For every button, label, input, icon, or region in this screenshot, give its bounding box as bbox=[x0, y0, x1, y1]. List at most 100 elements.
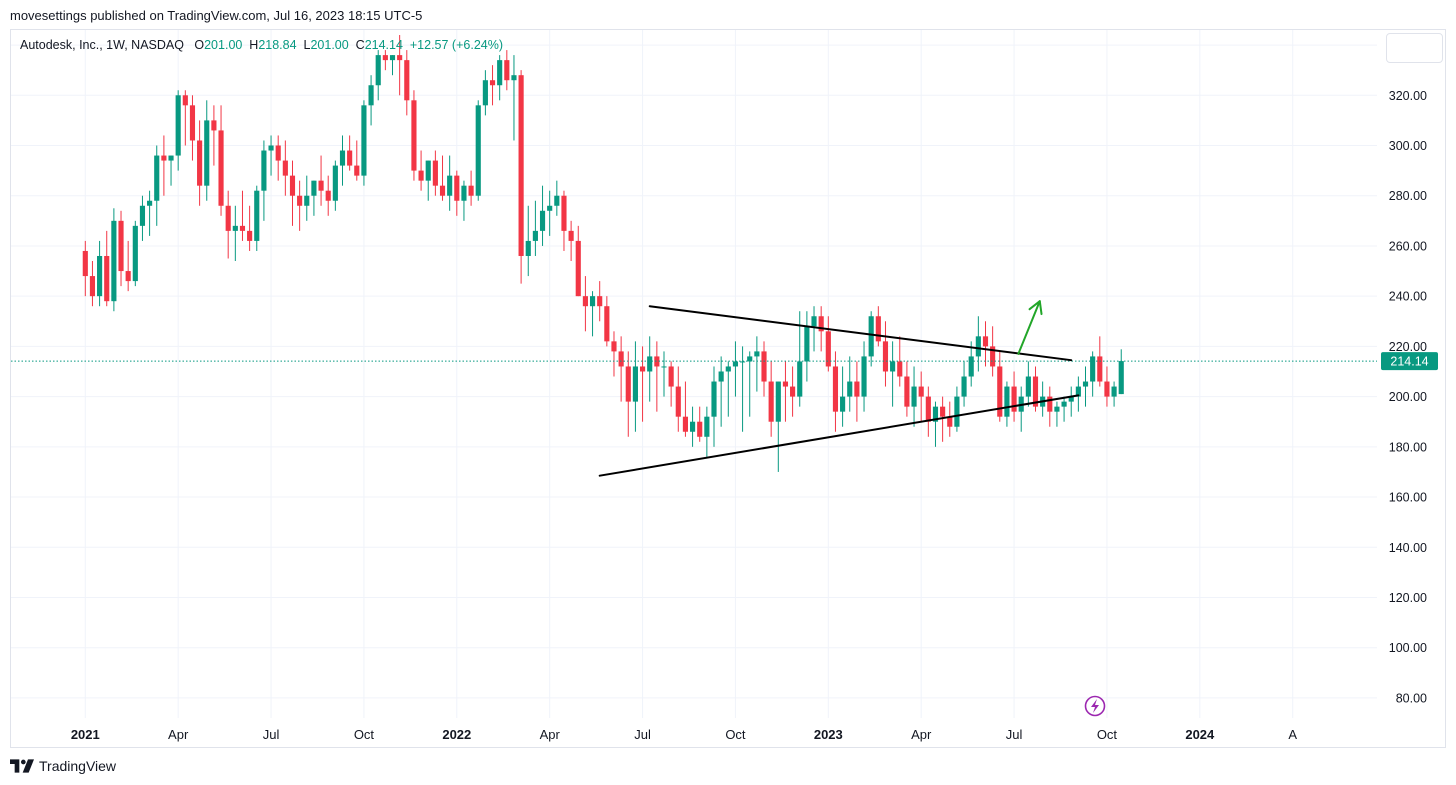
candle bbox=[918, 371, 924, 422]
candle bbox=[532, 200, 538, 256]
candle bbox=[289, 160, 296, 226]
candle bbox=[654, 341, 660, 412]
x-axis-tick-label: 2021 bbox=[71, 727, 100, 742]
candle bbox=[1040, 381, 1046, 417]
candle-body bbox=[997, 366, 1003, 417]
candle-body bbox=[682, 416, 688, 432]
candle-body bbox=[704, 416, 710, 437]
candle bbox=[397, 35, 403, 96]
candle-body bbox=[297, 195, 303, 206]
candle-body bbox=[247, 230, 253, 241]
candle bbox=[840, 366, 846, 427]
candle-body bbox=[275, 145, 281, 161]
candle bbox=[568, 220, 574, 262]
candle bbox=[332, 160, 338, 211]
candle-body bbox=[89, 276, 96, 297]
candle-body bbox=[397, 55, 403, 61]
candle bbox=[1104, 366, 1110, 407]
candle-body bbox=[1061, 401, 1067, 407]
trendline-upper-resistance bbox=[648, 305, 1073, 362]
candle-body bbox=[439, 185, 446, 196]
candle bbox=[447, 155, 453, 211]
candle bbox=[975, 316, 981, 372]
candle bbox=[832, 351, 839, 432]
candle-body bbox=[404, 60, 410, 101]
tradingview-footer[interactable]: TradingView bbox=[10, 758, 116, 774]
candle bbox=[825, 316, 831, 372]
candle bbox=[1090, 351, 1096, 397]
y-axis-tick-label: 140.00 bbox=[1389, 541, 1427, 555]
candle bbox=[890, 341, 896, 407]
candle bbox=[454, 170, 460, 216]
y-axis-tick-label: 240.00 bbox=[1389, 290, 1427, 304]
candle-body bbox=[925, 396, 931, 422]
legend-close-value: 214.14 bbox=[364, 38, 403, 52]
candle-body bbox=[561, 195, 567, 231]
candle bbox=[861, 341, 867, 412]
x-axis-tick-label: Jul bbox=[263, 727, 280, 742]
candle bbox=[747, 351, 753, 417]
candle-body bbox=[182, 95, 188, 106]
candle bbox=[932, 401, 939, 447]
candle-body bbox=[539, 210, 546, 231]
candle bbox=[632, 341, 638, 432]
candle bbox=[425, 160, 431, 201]
lightning-event-icon[interactable] bbox=[1084, 695, 1106, 717]
ohlc-legend: Autodesk, Inc., 1W, NASDAQ O201.00 H218.… bbox=[20, 38, 503, 52]
candle-body bbox=[847, 381, 853, 397]
candle bbox=[439, 155, 446, 201]
candle bbox=[275, 135, 281, 181]
candle-body bbox=[968, 356, 974, 377]
candle bbox=[1004, 381, 1010, 427]
candle-body bbox=[118, 220, 124, 272]
candle-body bbox=[1097, 356, 1103, 382]
legend-open-label: O bbox=[194, 38, 205, 52]
candle bbox=[268, 135, 274, 176]
candle bbox=[940, 396, 946, 442]
candle bbox=[525, 205, 531, 277]
candle-body bbox=[375, 55, 381, 86]
lightning-icon-bolt bbox=[1091, 699, 1099, 713]
candle-body bbox=[282, 160, 288, 176]
y-axis-tick-label: 320.00 bbox=[1389, 89, 1427, 103]
candle-body bbox=[661, 366, 667, 368]
candle-body bbox=[504, 60, 510, 81]
x-axis-tick-label: Oct bbox=[354, 727, 375, 742]
chart-settings-box[interactable] bbox=[1386, 33, 1443, 63]
candle-body bbox=[497, 60, 503, 86]
candle bbox=[411, 90, 417, 181]
candle-body bbox=[804, 326, 810, 362]
candle bbox=[711, 366, 717, 447]
candle-body bbox=[368, 85, 374, 106]
candle bbox=[868, 311, 874, 367]
candle-body bbox=[604, 306, 610, 342]
candle-body bbox=[875, 316, 881, 342]
legend-high-value: 218.84 bbox=[258, 38, 297, 52]
candle-body bbox=[947, 416, 953, 427]
candle bbox=[339, 135, 346, 186]
candle-body bbox=[432, 160, 438, 186]
candle-body bbox=[597, 296, 603, 307]
candle-body bbox=[961, 376, 967, 397]
candle-body bbox=[139, 205, 146, 226]
candle bbox=[475, 100, 481, 201]
candle-body bbox=[832, 366, 839, 412]
x-axis-tick-label: A bbox=[1288, 727, 1297, 742]
candle bbox=[589, 291, 596, 337]
candle-body bbox=[489, 80, 496, 86]
candle-body bbox=[532, 230, 538, 241]
axis-layer: 340.00320.00300.00280.00260.00240.00220.… bbox=[71, 39, 1427, 742]
x-axis-tick-label: Jul bbox=[634, 727, 651, 742]
legend-open-value: 201.00 bbox=[204, 38, 243, 52]
candle bbox=[668, 361, 674, 407]
publish-info: movesettings published on TradingView.co… bbox=[10, 8, 423, 23]
candle-body bbox=[482, 80, 488, 106]
candle bbox=[489, 65, 496, 106]
candle bbox=[897, 336, 903, 387]
candle-body bbox=[854, 381, 860, 397]
candle bbox=[854, 361, 860, 422]
candle-body bbox=[254, 190, 260, 241]
candle-body bbox=[982, 336, 989, 347]
candle bbox=[1061, 396, 1067, 422]
